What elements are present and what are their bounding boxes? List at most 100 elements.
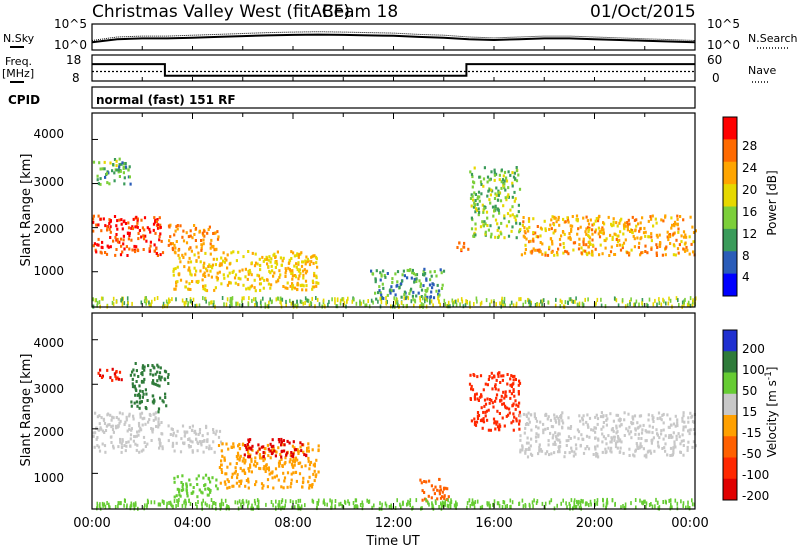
heatmap-cell <box>514 399 517 403</box>
heatmap-cell <box>524 426 527 430</box>
heatmap-cell <box>269 260 272 264</box>
heatmap-cell <box>641 301 643 306</box>
heatmap-cell <box>676 506 679 511</box>
heatmap-cell <box>179 224 182 228</box>
heatmap-cell <box>415 273 419 277</box>
heatmap-cell <box>497 236 500 239</box>
heatmap-cell <box>655 428 658 432</box>
heatmap-cell <box>172 433 175 437</box>
heatmap-cell <box>382 297 385 300</box>
heatmap-cell <box>251 444 254 448</box>
heatmap-cell <box>515 166 518 169</box>
heatmap-cell <box>548 245 551 249</box>
x-tick-label: 04:00 <box>174 516 211 531</box>
heatmap-cell <box>594 415 597 419</box>
heatmap-cell <box>160 421 163 424</box>
heatmap-cell <box>248 469 251 473</box>
heatmap-cell <box>478 195 481 199</box>
heatmap-cell <box>651 431 654 435</box>
heatmap-cell <box>514 407 517 411</box>
heatmap-cell <box>558 237 562 241</box>
velocity-cbar-tick-minus200: -200 <box>742 489 769 503</box>
heatmap-cell <box>518 381 522 385</box>
heatmap-cell <box>247 467 250 471</box>
heatmap-cell <box>280 457 283 461</box>
heatmap-cell <box>425 278 428 282</box>
heatmap-cell <box>138 400 141 404</box>
heatmap-cell <box>578 414 581 418</box>
heatmap-cell <box>460 297 463 302</box>
heatmap-cell <box>685 235 688 239</box>
heatmap-cell <box>506 406 509 410</box>
heatmap-cell <box>202 498 204 503</box>
heatmap-cell <box>497 191 500 195</box>
heatmap-cell <box>136 219 139 223</box>
heatmap-cell <box>648 297 651 302</box>
heatmap-cell <box>256 449 260 453</box>
heatmap-cell <box>637 447 640 450</box>
heatmap-cell <box>444 499 447 504</box>
heatmap-cell <box>645 505 647 509</box>
heatmap-cell <box>281 464 284 468</box>
heatmap-cell <box>296 252 299 256</box>
heatmap-cell <box>101 240 104 244</box>
heatmap-cell <box>107 423 110 427</box>
heatmap-cell <box>541 252 544 256</box>
heatmap-cell <box>390 285 393 289</box>
heatmap-cell <box>224 482 227 486</box>
heatmap-cell <box>462 304 465 309</box>
heatmap-cell <box>662 428 665 432</box>
heatmap-cell <box>174 229 177 233</box>
heatmap-cell <box>582 240 585 244</box>
heatmap-cell <box>296 288 299 292</box>
heatmap-cell <box>523 229 526 233</box>
heatmap-cell <box>582 451 586 455</box>
heatmap-cell <box>471 175 474 179</box>
heatmap-cell <box>294 470 298 474</box>
heatmap-cell <box>317 501 319 506</box>
heatmap-cell <box>95 223 98 227</box>
heatmap-cell <box>156 363 159 367</box>
heatmap-cell <box>631 230 634 234</box>
heatmap-cell <box>622 241 626 245</box>
heatmap-cell <box>157 425 160 429</box>
heatmap-cell <box>132 217 135 221</box>
heatmap-cell <box>529 444 532 448</box>
heatmap-cell <box>217 235 220 239</box>
heatmap-cell <box>507 413 510 417</box>
heatmap-cell <box>563 455 566 459</box>
heatmap-cell <box>267 282 270 286</box>
heatmap-cell <box>371 272 375 276</box>
heatmap-cell <box>188 266 191 270</box>
heatmap-cell <box>216 278 219 282</box>
heatmap-cell <box>524 299 527 304</box>
heatmap-cell <box>121 302 124 307</box>
heatmap-cell <box>127 440 130 444</box>
heatmap-cell <box>567 416 570 420</box>
heatmap-cell <box>123 301 126 306</box>
heatmap-cell <box>99 177 102 181</box>
heatmap-cell <box>635 505 637 510</box>
heatmap-cell <box>281 449 284 453</box>
heatmap-cell <box>692 250 695 254</box>
heatmap-cell <box>185 485 188 489</box>
heatmap-cell <box>443 298 446 303</box>
heatmap-cell <box>135 400 138 404</box>
heatmap-cell <box>124 165 127 169</box>
nsearch-series-line <box>91 31 696 41</box>
heatmap-cell <box>493 197 497 200</box>
heatmap-cell <box>159 396 162 400</box>
heatmap-cell <box>595 454 598 458</box>
heatmap-cell <box>469 373 472 377</box>
heatmap-cell <box>508 389 511 393</box>
heatmap-cell <box>121 299 123 304</box>
heatmap-cell <box>291 287 294 291</box>
heatmap-cell <box>259 268 262 272</box>
heatmap-cell <box>277 505 280 510</box>
heatmap-cell <box>437 296 439 301</box>
heatmap-cell <box>211 300 213 305</box>
heatmap-cell <box>189 246 192 250</box>
heatmap-cell <box>598 253 601 257</box>
heatmap-cell <box>109 505 111 510</box>
heatmap-cell <box>214 286 217 290</box>
